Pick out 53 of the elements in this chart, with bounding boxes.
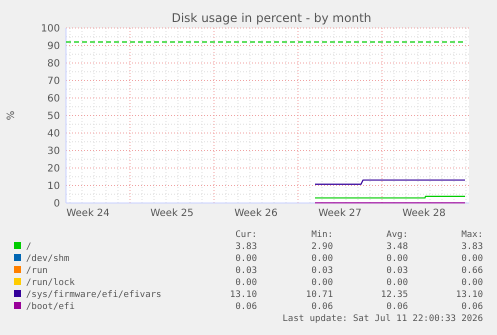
y-tick-label: 50: [47, 111, 60, 122]
text: Avg:: [386, 230, 408, 240]
text: Min:: [311, 230, 333, 240]
text: 0.03: [311, 266, 333, 276]
legend-label: /: [26, 242, 32, 252]
legend-label: /dev/shm: [26, 254, 70, 264]
x-tick-label: Week 27: [318, 208, 362, 219]
text: 0.00: [235, 278, 257, 288]
y-tick-label: 80: [47, 58, 60, 70]
y-tick-label: 90: [47, 41, 60, 52]
text: 0.06: [311, 302, 333, 312]
text: 0.00: [311, 254, 333, 264]
legend-label: /run/lock: [26, 278, 76, 288]
text: Cur:: [235, 230, 257, 240]
x-tick-label: Week 24: [66, 208, 110, 219]
x-tick-label: Week 28: [402, 208, 446, 219]
text: Last update: Sat Jul 11 22:00:33 2026: [282, 314, 483, 324]
text: 0.00: [235, 254, 257, 264]
text: 0.03: [386, 266, 408, 276]
text: 0.00: [461, 278, 483, 288]
text: 0.03: [235, 266, 257, 276]
text: 0.00: [386, 254, 408, 264]
chart-title: Disk usage in percent - by month: [172, 11, 372, 25]
text: 0.00: [386, 278, 408, 288]
y-tick-label: 10: [47, 181, 60, 192]
legend-label: /sys/firmware/efi/efivars: [26, 290, 162, 300]
x-tick-label: Week 26: [234, 208, 278, 219]
y-tick-label: 40: [47, 128, 60, 140]
text: 3.83: [235, 242, 257, 252]
text: 13.10: [456, 290, 483, 300]
text: 10.71: [306, 290, 333, 300]
text: 0.00: [461, 254, 483, 264]
y-tick-label: 30: [47, 146, 60, 157]
y-tick-label: 60: [47, 94, 60, 104]
y-tick-label: 100: [40, 24, 60, 34]
y-tick-label: 0: [54, 198, 60, 210]
y-tick-label: 20: [47, 164, 60, 174]
text: 3.48: [386, 242, 408, 252]
text: 13.10: [230, 290, 257, 300]
text: 0.06: [461, 302, 483, 312]
x-tick-label: Week 25: [150, 208, 194, 219]
text: 12.35: [380, 290, 408, 300]
text: 2.90: [311, 242, 333, 252]
y-tick-label: 70: [47, 76, 60, 87]
text: 0.06: [386, 302, 408, 312]
legend-label: /boot/efi: [26, 302, 75, 312]
text: 0.06: [235, 302, 257, 312]
text: Max:: [461, 230, 483, 240]
legend-label: /run: [26, 266, 48, 276]
y-axis-title: %: [6, 110, 17, 120]
text: 3.83: [461, 242, 483, 252]
text: 0.00: [311, 278, 333, 288]
text: 0.66: [461, 266, 483, 276]
